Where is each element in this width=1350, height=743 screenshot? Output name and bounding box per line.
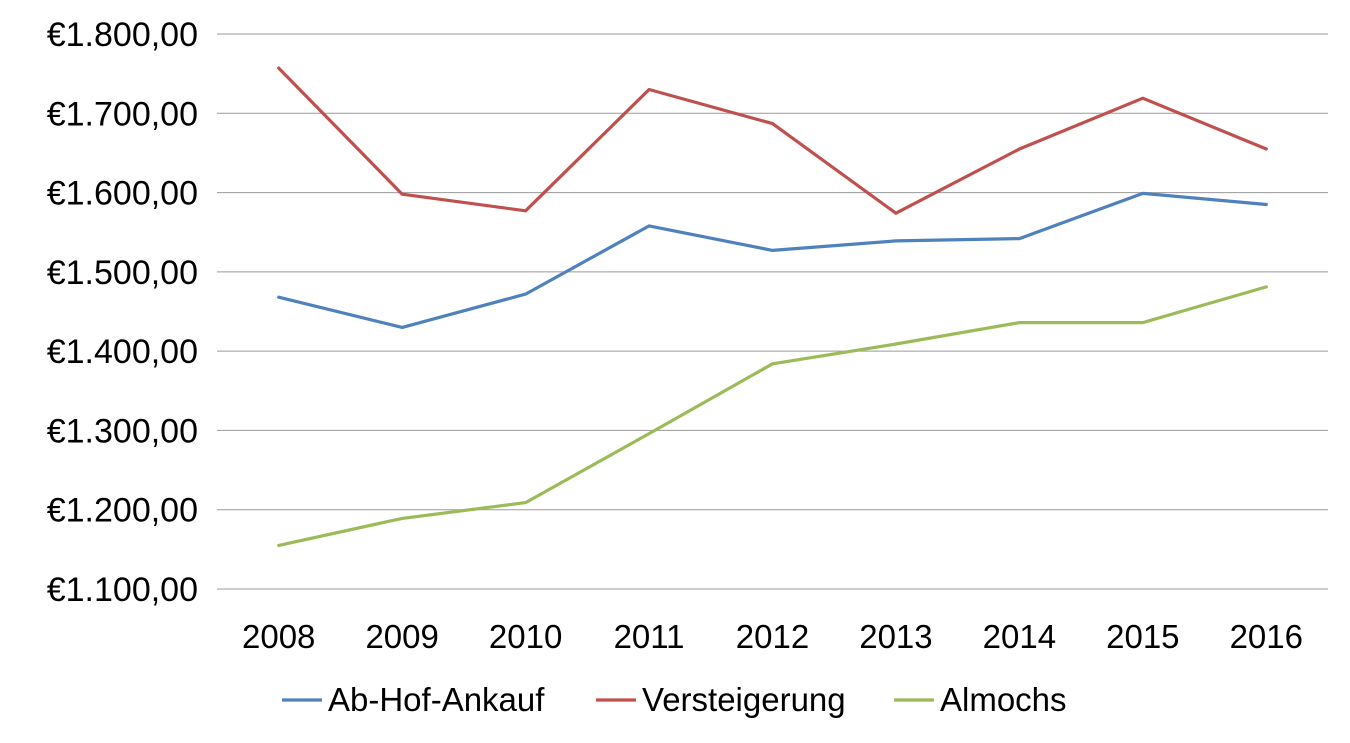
series-lines — [277, 66, 1268, 548]
x-tick-label: 2012 — [736, 618, 809, 655]
series-line-ab-hof-ankauf — [277, 191, 1268, 329]
y-tick-label: €1.600,00 — [47, 175, 198, 213]
x-tick-label: 2011 — [614, 618, 685, 655]
legend-label-almochs: Almochs — [940, 681, 1067, 718]
x-tick-label: 2015 — [1106, 618, 1179, 655]
legend-label-ab-hof-ankauf: Ab-Hof-Ankauf — [328, 681, 545, 718]
y-axis-tick-labels: €1.100,00 €1.200,00 €1.300,00 €1.400,00 €1.5… — [47, 16, 198, 609]
x-tick-label: 2009 — [365, 618, 438, 655]
x-tick-label: 2016 — [1230, 618, 1303, 655]
y-tick-label: €1.100,00 — [47, 571, 198, 609]
y-tick-label: €1.800,00 — [47, 16, 198, 54]
legend-label-versteigerung: Versteigerung — [642, 681, 846, 718]
x-tick-label: 2010 — [489, 618, 562, 655]
y-tick-label: €1.700,00 — [47, 95, 198, 133]
series-line-almochs — [277, 285, 1268, 548]
x-axis-tick-labels: 2008 2009 2010 2011 2012 2013 2014 2015 2016 — [242, 618, 1303, 655]
x-tick-label: 2013 — [859, 618, 932, 655]
y-tick-label: €1.200,00 — [47, 492, 198, 530]
y-tick-label: €1.500,00 — [47, 254, 198, 292]
x-tick-label: 2014 — [983, 618, 1056, 655]
y-tick-label: €1.400,00 — [47, 333, 198, 371]
x-tick-label: 2008 — [242, 618, 315, 655]
y-tick-label: €1.300,00 — [47, 412, 198, 450]
series-line-versteigerung — [277, 66, 1268, 215]
legend: Ab-Hof-Ankauf Versteigerung Almochs — [282, 681, 1067, 718]
gridlines — [217, 33, 1328, 590]
